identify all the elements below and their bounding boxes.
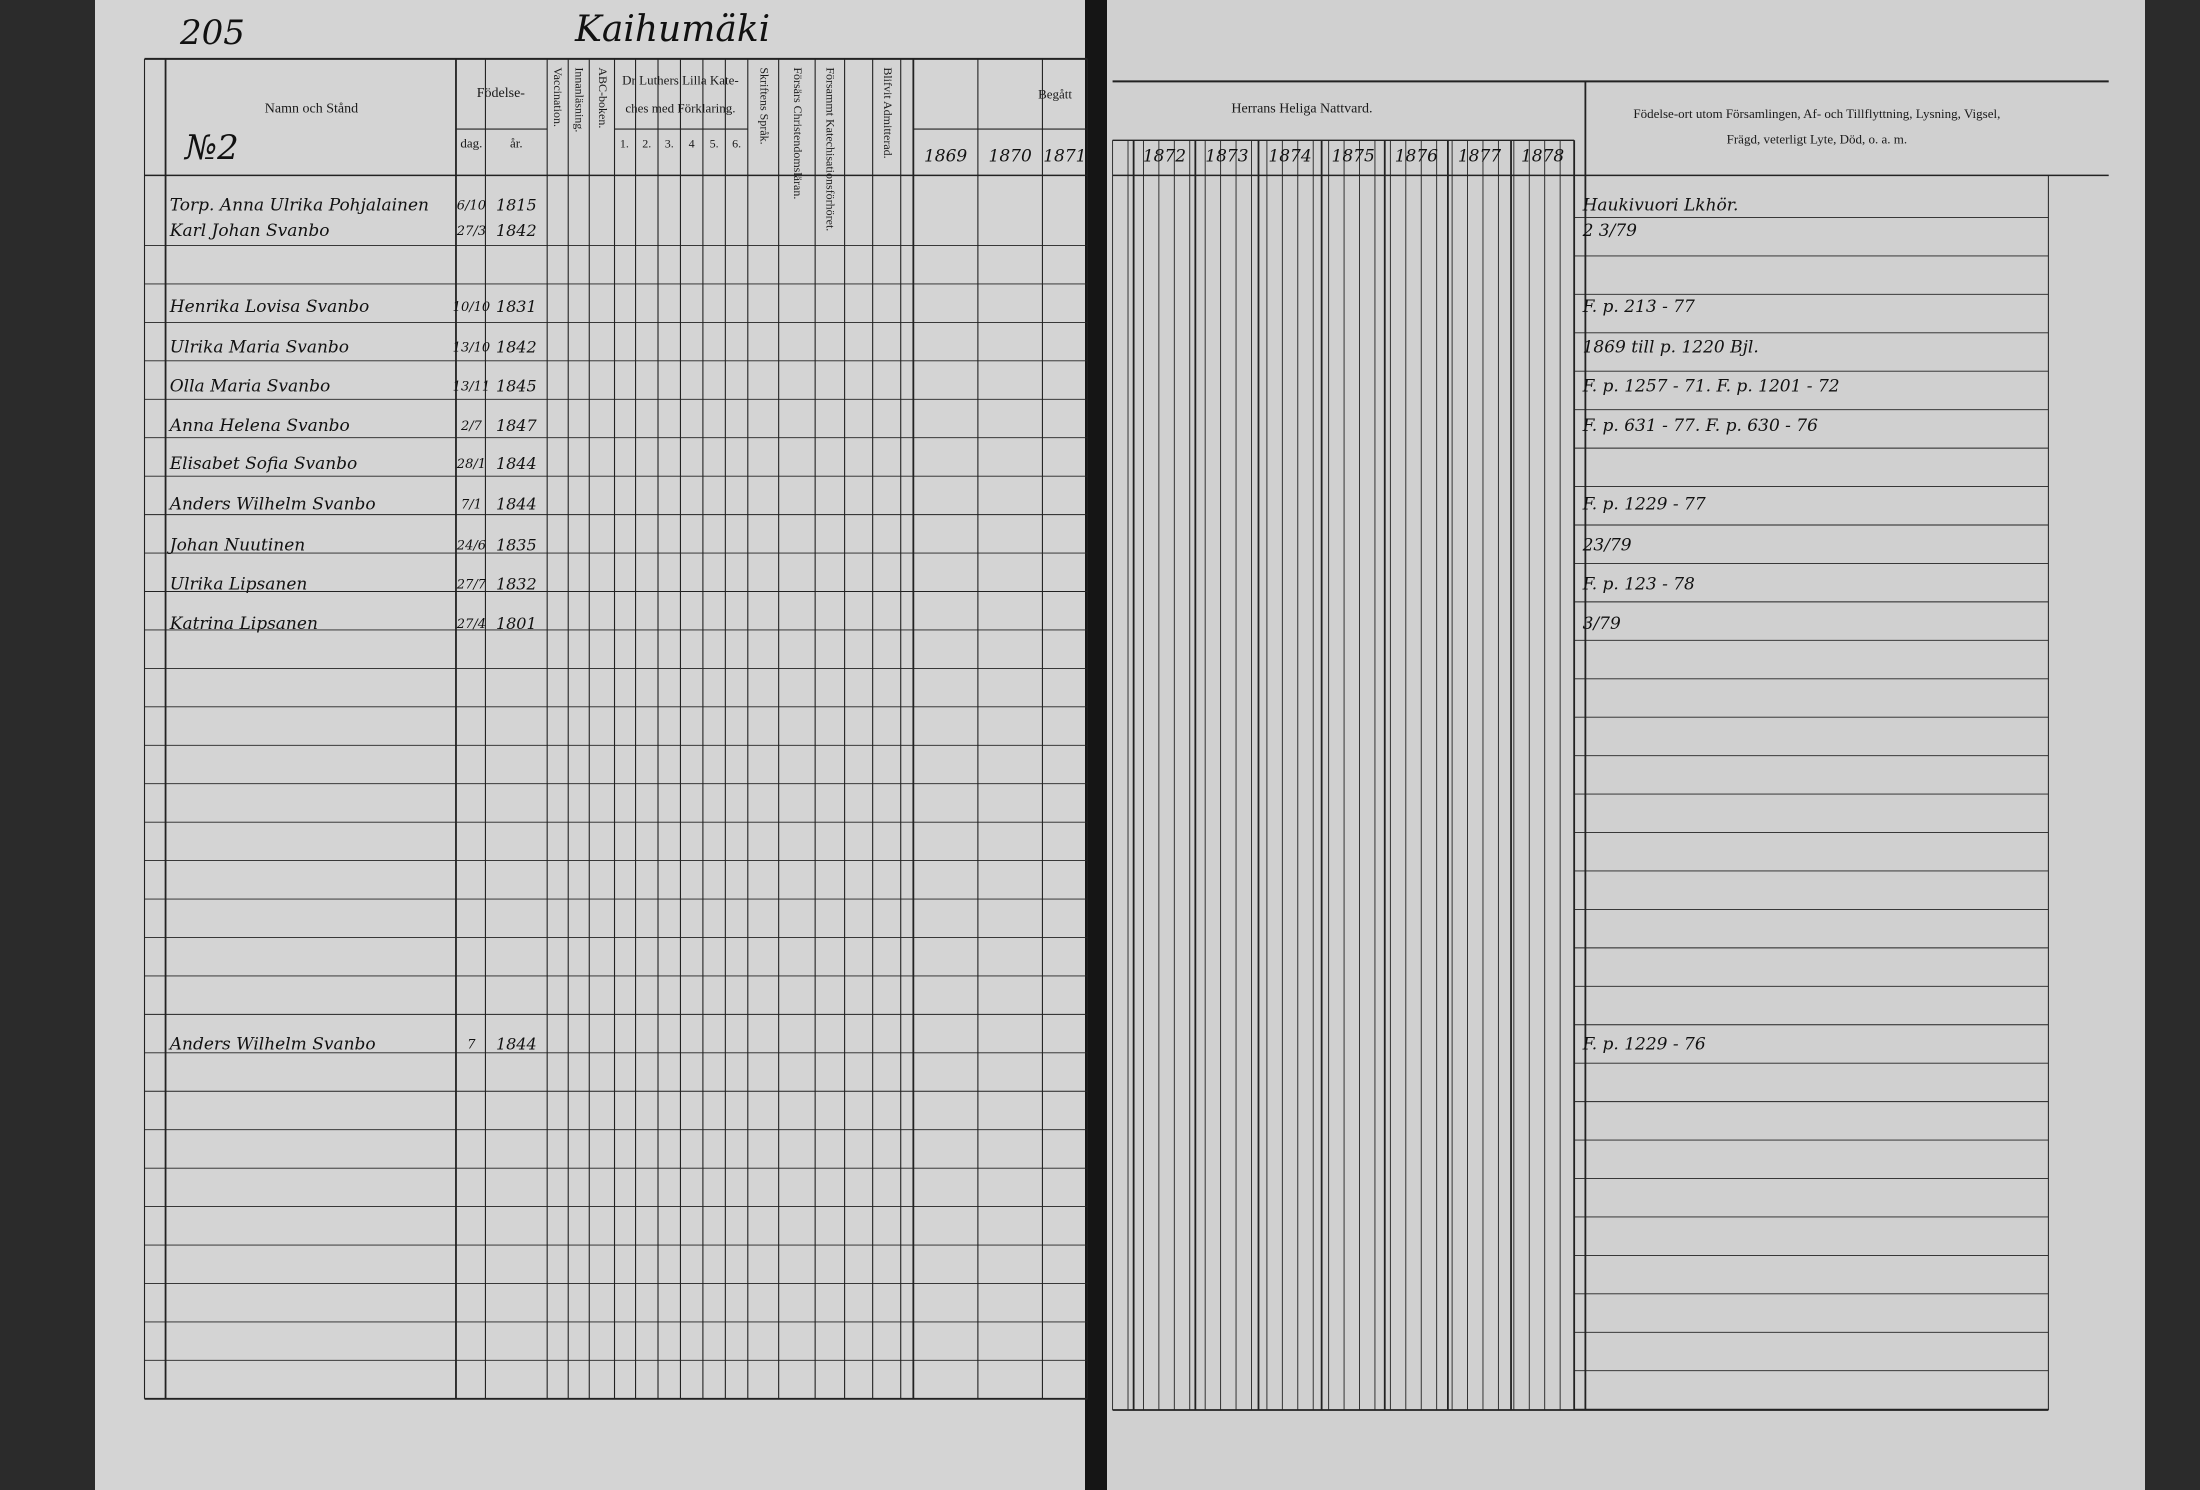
col-header: Dr Luthers Lilla Kate- (622, 72, 739, 87)
person-name: Elisabet Sofia Svanbo (169, 454, 358, 474)
col-header: år. (510, 135, 523, 150)
birth-year: 1847 (496, 416, 538, 435)
birth-year: 1815 (496, 196, 537, 215)
col-header: Begått (1038, 86, 1072, 101)
remark: F. p. 631 - 77. F. p. 630 - 76 (1582, 416, 1819, 436)
col-header: Födelse- (477, 86, 526, 101)
birth-day: 27/3 (456, 224, 486, 239)
person-name: Henrika Lovisa Svanbo (169, 297, 370, 317)
person-name: Torp. Anna Ulrika Pohjalainen (170, 196, 429, 216)
birth-year: 1845 (496, 377, 537, 396)
col-header-vertical: Innanläsning. (572, 67, 586, 132)
col-header-vertical: Blifvit Admitterad. (881, 67, 895, 158)
col-header-vertical: ABC-boken. (596, 67, 610, 128)
col-header: 4 (689, 136, 695, 150)
person-name: Katrina Lipsanen (169, 614, 318, 634)
birth-day: 27/4 (456, 617, 486, 632)
remark: 23/79 (1582, 535, 1632, 555)
remark: F. p. 213 - 77 (1582, 297, 1695, 317)
remark: 1869 till p. 1220 Bjl. (1583, 337, 1759, 357)
year-header: 1871 (1043, 147, 1086, 167)
col-header: Frägd, veterligt Lyte, Död, o. a. m. (1727, 131, 1908, 146)
page-number: 205 (179, 13, 245, 53)
col-header: ches med Förklaring. (625, 100, 735, 115)
person-name: Anders Wilhelm Svanbo (168, 495, 376, 515)
person-name: Olla Maria Svanbo (170, 377, 330, 397)
remark: F. p. 123 - 78 (1582, 575, 1695, 595)
year-header: 1870 (989, 147, 1032, 167)
spine (1085, 0, 1107, 1490)
remark: F. p. 1229 - 76 (1582, 1035, 1706, 1055)
birth-day: 6/10 (457, 199, 486, 214)
birth-day: 27/7 (456, 578, 487, 593)
birth-day: 7/1 (461, 498, 482, 513)
birth-year: 1832 (496, 575, 537, 594)
col-header: Namn och Stånd (265, 102, 358, 117)
col-header: 6. (732, 136, 741, 150)
birth-day: 13/11 (453, 380, 490, 395)
col-header: 3. (665, 136, 674, 150)
birth-year: 1844 (496, 454, 537, 473)
birth-day: 7 (467, 1038, 476, 1053)
year-header: 1869 (924, 147, 967, 167)
year-header: 1872 (1143, 147, 1186, 167)
year-header: 1877 (1458, 147, 1501, 167)
col-header-vertical: Försammt Katechisationsförhöret. (823, 67, 837, 231)
col-header-vertical: Vaccination. (551, 67, 565, 127)
household: №2 (183, 128, 239, 168)
person-name: Anders Wilhelm Svanbo (168, 1035, 376, 1055)
birth-year: 1801 (496, 614, 537, 633)
col-header-vertical: Försärs Christendomsläran. (791, 67, 805, 199)
right-page (1105, 0, 2145, 1490)
year-header: 1874 (1268, 147, 1311, 167)
person-name: Johan Nuutinen (167, 535, 306, 555)
person-name: Ulrika Maria Svanbo (170, 337, 349, 357)
birth-year: 1831 (496, 297, 537, 316)
birth-year: 1842 (496, 337, 537, 356)
remark: Haukivuori Lkhör. (1582, 196, 1739, 216)
birth-year: 1835 (496, 535, 537, 554)
village: Kaihumäki (574, 9, 770, 50)
year-header: 1876 (1395, 147, 1438, 167)
birth-day: 13/10 (453, 340, 490, 355)
birth-day: 24/6 (456, 538, 486, 553)
birth-day: 10/10 (453, 300, 490, 315)
remark: 2 3/79 (1582, 221, 1638, 241)
person-name: Anna Helena Svanbo (168, 416, 350, 436)
year-header: 1875 (1332, 147, 1375, 167)
person-name: Karl Johan Svanbo (169, 221, 330, 241)
birth-day: 28/1 (456, 457, 486, 472)
year-header: 1873 (1205, 147, 1248, 167)
col-header: Födelse-ort utom Församlingen, Af- och T… (1633, 106, 2000, 121)
birth-year: 1844 (496, 1035, 537, 1054)
remark: F. p. 1257 - 71. F. p. 1201 - 72 (1582, 377, 1840, 397)
birth-year: 1842 (496, 221, 537, 240)
birth-year: 1844 (496, 495, 537, 514)
col-header: Herrans Heliga Nattvard. (1231, 102, 1372, 117)
col-header-vertical: Skriftens Språk. (757, 67, 771, 144)
remark: F. p. 1229 - 77 (1582, 495, 1706, 515)
person-name: Ulrika Lipsanen (170, 575, 308, 595)
col-header: 1. (620, 136, 629, 150)
remark: 3/79 (1583, 614, 1621, 634)
birth-day: 2/7 (460, 419, 483, 434)
year-header: 1878 (1521, 147, 1564, 167)
col-header: dag. (460, 135, 482, 150)
col-header: 2. (642, 136, 651, 150)
col-header: 5. (710, 136, 719, 150)
